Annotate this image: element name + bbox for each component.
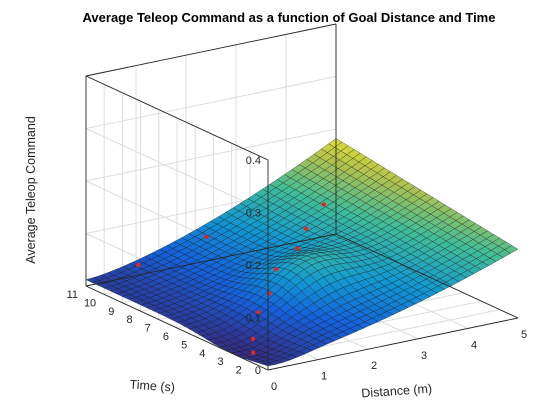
tick-label: 3	[217, 356, 223, 368]
tick-label: 10	[84, 297, 96, 309]
tick-label: 0.2	[246, 260, 261, 272]
surface-layer	[85, 138, 519, 367]
axes-box	[85, 23, 519, 371]
data-point	[251, 350, 256, 355]
axes-edge	[85, 75, 269, 161]
data-point	[273, 267, 279, 272]
axes-edge	[85, 233, 337, 287]
z-axis-label: Average Teleop Command	[24, 116, 38, 264]
y-axis-label: Time (s)	[129, 377, 175, 394]
tick-label: 8	[126, 314, 132, 326]
tick-label: 0	[255, 365, 261, 377]
tick-label: 2	[371, 360, 377, 372]
data-point	[204, 234, 209, 239]
surface-facet	[261, 362, 276, 367]
tick-label: 2	[236, 365, 242, 377]
tick-label: 5	[181, 339, 187, 351]
axes-edge	[85, 23, 337, 77]
tick-label: 0.4	[246, 155, 261, 167]
tick-label: 0.1	[246, 313, 261, 325]
data-point	[250, 336, 256, 342]
grid-line	[85, 76, 337, 129]
tick-label: 6	[163, 331, 169, 343]
tick-label: 4	[199, 348, 205, 360]
data-point	[321, 202, 326, 207]
axes-edge	[267, 317, 519, 371]
tick-label: 11	[67, 289, 78, 301]
axes-edge	[335, 233, 519, 319]
tick-label: 9	[108, 306, 114, 318]
tick-label: 1	[321, 371, 327, 383]
grid-line	[85, 128, 337, 182]
data-point	[256, 310, 261, 315]
tick-label: 3	[421, 350, 427, 362]
tick-label: 0	[271, 381, 277, 393]
tick-label: 4	[471, 339, 477, 351]
chart-title: Average Teleop Command as a function of …	[83, 10, 496, 25]
data-point	[303, 226, 309, 231]
tick-label: 5	[521, 329, 527, 341]
data-point	[294, 246, 300, 251]
x-axis-label: Distance (m)	[361, 382, 433, 401]
data-point	[136, 262, 141, 268]
axes-edge	[85, 285, 269, 371]
tick-label: 0.3	[246, 208, 261, 220]
tick-label: 7	[145, 323, 151, 335]
